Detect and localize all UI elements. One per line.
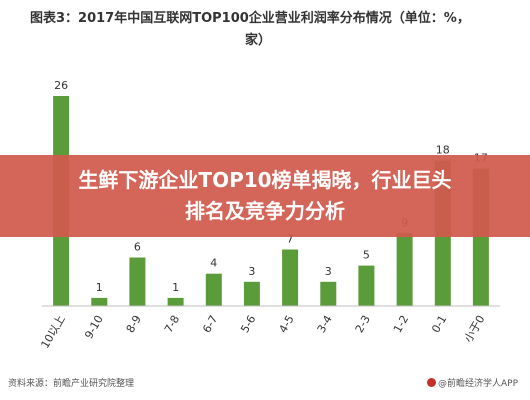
category-label-6: 4-5 <box>276 313 296 335</box>
bar-2 <box>129 257 146 306</box>
category-label-8: 2-3 <box>353 313 373 335</box>
bar-8 <box>358 265 375 306</box>
value-label-6: 7 <box>287 233 294 246</box>
value-label-0: 26 <box>54 79 68 92</box>
chart-title-line2: 家） <box>245 33 272 48</box>
bar-6 <box>282 249 299 306</box>
brand-logo-icon <box>426 378 436 387</box>
headline-line2: 排名及竞争力分析 <box>185 199 345 223</box>
value-label-3: 1 <box>172 281 179 294</box>
value-label-8: 5 <box>363 249 370 262</box>
bar-5 <box>243 281 260 306</box>
headline-banner[interactable]: 生鲜下游企业TOP10榜单揭晓，行业巨头 排名及竞争力分析 <box>0 155 530 237</box>
category-label-3: 7-8 <box>162 313 182 335</box>
value-label-4: 4 <box>210 257 217 270</box>
category-label-2: 8-9 <box>124 313 144 335</box>
brand-credit: @前瞻经济学人APP <box>426 376 518 389</box>
category-label-9: 1-2 <box>391 313 411 335</box>
value-label-10: 18 <box>436 144 450 157</box>
value-label-1: 1 <box>96 281 103 294</box>
category-label-4: 6-7 <box>200 313 220 335</box>
bar-1 <box>91 297 108 306</box>
value-label-7: 3 <box>325 265 332 278</box>
chart-title-line1: 图表3：2017年中国互联网TOP100企业营业利润率分布情况（单位：%， <box>30 11 470 26</box>
category-label-10: 0-1 <box>429 313 449 335</box>
value-label-2: 6 <box>134 241 141 254</box>
category-labels-group: 10以上 9-10 8-9 7-8 6-7 5-6 4-5 3-4 2-3 1-2 0-1 小于0 <box>38 313 487 351</box>
bar-4 <box>205 273 222 306</box>
category-label-7: 3-4 <box>315 313 335 335</box>
footer: 资料来源：前瞻产业研究院整理 @前瞻经济学人APP <box>0 372 530 400</box>
brand-credit-text: @前瞻经济学人APP <box>437 379 518 389</box>
category-label-0: 10以上 <box>38 313 67 351</box>
category-label-5: 5-6 <box>238 313 258 335</box>
source-note: 资料来源：前瞻产业研究院整理 <box>8 379 135 389</box>
chart-title: 图表3：2017年中国互联网TOP100企业营业利润率分布情况（单位：%， 家） <box>0 0 530 60</box>
bar-7 <box>320 281 337 306</box>
headline-line1: 生鲜下游企业TOP10榜单揭晓，行业巨头 <box>78 168 452 192</box>
category-label-1: 9-10 <box>82 313 106 341</box>
category-label-11: 小于0 <box>462 313 488 345</box>
bar-3 <box>167 297 184 306</box>
bar-9 <box>396 233 413 306</box>
value-label-5: 3 <box>248 265 255 278</box>
